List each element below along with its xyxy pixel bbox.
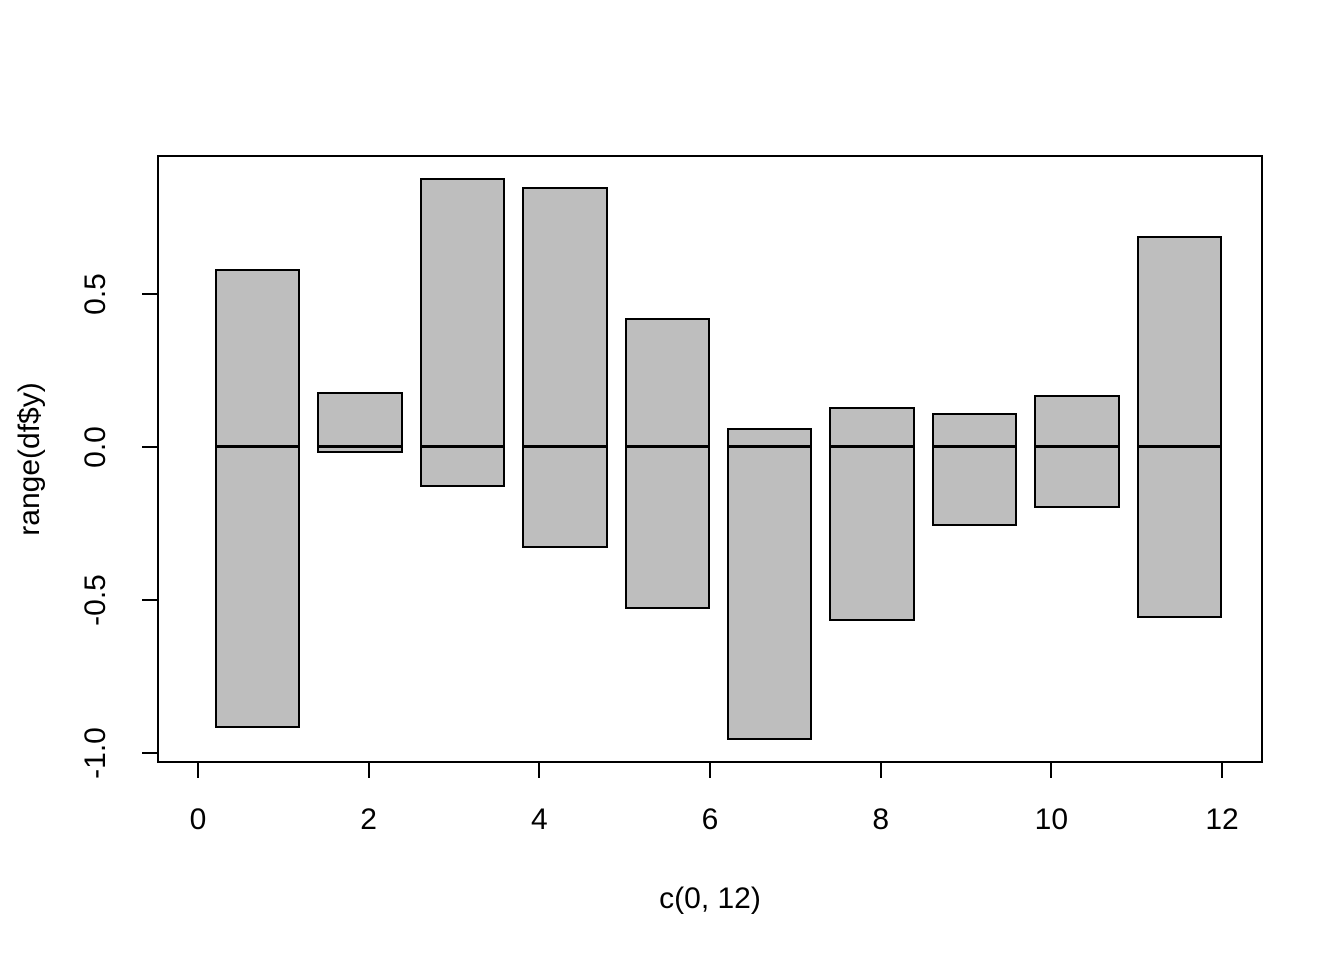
y-axis-tick-label: -1.0	[79, 726, 112, 779]
bar-4	[522, 186, 608, 548]
x-axis-tick-label: 4	[530, 803, 548, 836]
x-axis-tick	[196, 763, 199, 778]
bar-3	[419, 177, 506, 487]
y-axis-tick-label: 0.0	[79, 425, 112, 468]
bar-6	[727, 428, 813, 741]
bar-9	[1034, 394, 1120, 508]
bar-baseline-segment	[1034, 445, 1120, 449]
y-axis-tick	[142, 292, 157, 295]
y-axis-tick	[142, 751, 157, 754]
bar-2	[317, 391, 403, 453]
x-axis-tick-label: 0	[189, 803, 207, 836]
x-axis-tick-label: 6	[701, 803, 719, 836]
bar-baseline-segment	[1136, 445, 1223, 449]
x-axis-tick-label: 12	[1205, 803, 1239, 836]
x-axis-tick	[367, 763, 370, 778]
x-axis-title: c(0, 12)	[659, 882, 761, 915]
y-axis-tick-label: 0.5	[79, 272, 112, 315]
bar-baseline-segment	[522, 445, 608, 449]
x-axis-tick-label: 2	[360, 803, 377, 836]
bar-baseline-segment	[419, 445, 506, 449]
x-axis-tick	[1050, 763, 1053, 778]
bar-baseline-segment	[931, 445, 1018, 449]
bar-baseline-segment	[215, 445, 301, 449]
x-axis-tick	[709, 763, 711, 778]
y-axis-tick-label: -0.5	[79, 573, 112, 626]
bar-baseline-segment	[829, 445, 915, 449]
y-axis-title: range(df$y)	[13, 382, 46, 536]
bar-7	[829, 406, 915, 622]
bar-8	[931, 413, 1018, 527]
x-axis-tick-label: 10	[1034, 803, 1069, 836]
y-axis-tick	[142, 445, 157, 448]
bar-10	[1136, 235, 1223, 619]
bar-1	[215, 269, 301, 729]
x-axis-tick	[1221, 763, 1224, 778]
bar-baseline-segment	[624, 445, 710, 449]
x-axis-tick-label: 8	[872, 803, 890, 836]
bar-baseline-segment	[727, 445, 813, 449]
x-axis-tick	[879, 763, 882, 778]
bar-5	[624, 318, 710, 609]
y-axis-tick	[142, 598, 157, 601]
x-axis-tick	[538, 763, 541, 778]
bar-baseline-segment	[317, 445, 403, 449]
